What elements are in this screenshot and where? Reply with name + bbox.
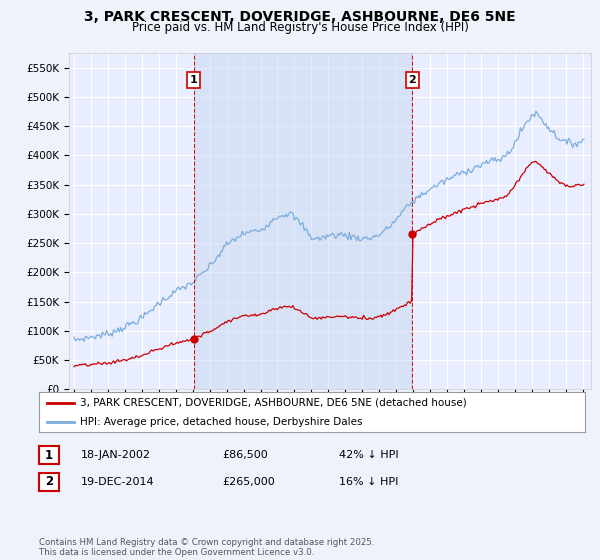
Text: 19-DEC-2014: 19-DEC-2014 <box>81 477 155 487</box>
Text: 3, PARK CRESCENT, DOVERIDGE, ASHBOURNE, DE6 5NE: 3, PARK CRESCENT, DOVERIDGE, ASHBOURNE, … <box>84 10 516 24</box>
Text: £86,500: £86,500 <box>222 450 268 460</box>
Text: 2: 2 <box>409 75 416 85</box>
Text: 42% ↓ HPI: 42% ↓ HPI <box>339 450 398 460</box>
Text: 18-JAN-2002: 18-JAN-2002 <box>81 450 151 460</box>
Bar <box>194 53 412 389</box>
Text: 1: 1 <box>45 449 53 462</box>
Text: Contains HM Land Registry data © Crown copyright and database right 2025.
This d: Contains HM Land Registry data © Crown c… <box>39 538 374 557</box>
Text: HPI: Average price, detached house, Derbyshire Dales: HPI: Average price, detached house, Derb… <box>80 417 362 427</box>
Text: 1: 1 <box>190 75 197 85</box>
Text: 3, PARK CRESCENT, DOVERIDGE, ASHBOURNE, DE6 5NE (detached house): 3, PARK CRESCENT, DOVERIDGE, ASHBOURNE, … <box>80 398 467 408</box>
Text: £265,000: £265,000 <box>222 477 275 487</box>
Text: Price paid vs. HM Land Registry's House Price Index (HPI): Price paid vs. HM Land Registry's House … <box>131 21 469 34</box>
Text: 2: 2 <box>45 475 53 488</box>
Text: 16% ↓ HPI: 16% ↓ HPI <box>339 477 398 487</box>
